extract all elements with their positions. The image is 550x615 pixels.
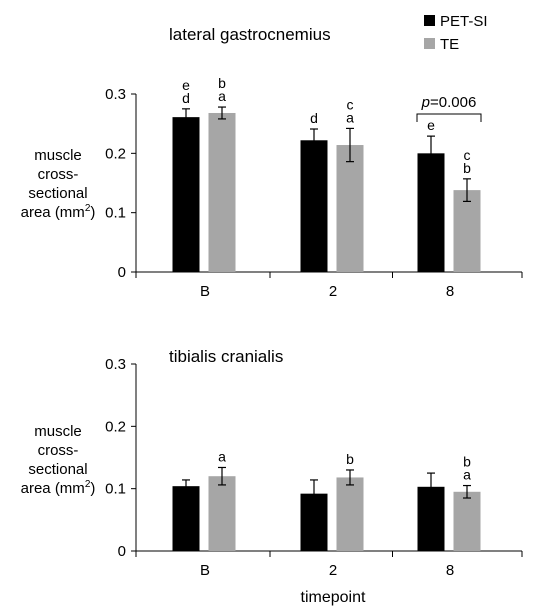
legend-swatch-te: [424, 38, 435, 49]
significance-letter: c: [347, 96, 354, 112]
significance-letter: a: [218, 88, 226, 104]
p-value-symbol: p: [421, 94, 430, 111]
bar-te-8: [453, 190, 481, 272]
bar-te-2: [336, 145, 364, 272]
bar-pet-si-B: [172, 486, 200, 551]
y-axis-label-line: area (mm2): [21, 203, 96, 221]
significance-letter: b: [463, 454, 471, 470]
bar-pet-si-B: [172, 117, 200, 272]
significance-letter: a: [463, 467, 471, 483]
significance-letter: b: [218, 75, 226, 91]
bar-te-8: [453, 491, 481, 551]
x-tick-label: 8: [446, 562, 454, 579]
y-axis-label-line: muscle: [34, 147, 82, 164]
chart-title: tibialis cranialis: [169, 347, 283, 366]
chart-title: lateral gastrocnemius: [169, 25, 331, 44]
y-tick-label: 0.3: [105, 356, 126, 373]
significance-letter: d: [182, 90, 190, 106]
y-axis-label-superscript: 2: [85, 479, 91, 490]
y-axis-label-close: ): [90, 204, 95, 221]
y-axis-label-line: muscle: [34, 423, 82, 440]
significance-bracket: [416, 113, 482, 122]
significance-letter: d: [310, 110, 318, 126]
bar-pet-si-2: [300, 140, 328, 272]
bar-te-2: [336, 477, 364, 551]
y-axis-label-superscript: 2: [85, 203, 91, 214]
y-tick-label: 0.2: [105, 418, 126, 435]
x-tick-label: B: [200, 562, 210, 579]
y-axis-label-line: area (mm2): [21, 479, 96, 497]
y-axis-label-line: sectional: [28, 185, 87, 202]
y-axis-label-line: cross-: [38, 166, 79, 183]
significance-letter: a: [218, 448, 226, 464]
significance-letter: b: [463, 160, 471, 176]
significance-letter: b: [346, 451, 354, 467]
y-axis-label-line: cross-: [38, 442, 79, 459]
bar-te-B: [208, 476, 236, 551]
y-axis-label-unit: area (mm: [21, 204, 85, 221]
x-tick-label: 8: [446, 283, 454, 300]
x-tick-label: 2: [329, 562, 337, 579]
y-tick-label: 0.1: [105, 481, 126, 498]
x-axis-label: timepoint: [301, 589, 366, 606]
legend-label: PET-SI: [440, 13, 488, 30]
y-tick-label: 0: [118, 264, 126, 281]
y-axis-label-unit: area (mm: [21, 480, 85, 497]
significance-letter: e: [182, 77, 190, 93]
y-axis-label-close: ): [90, 480, 95, 497]
y-tick-label: 0.2: [105, 145, 126, 162]
y-tick-label: 0.1: [105, 205, 126, 222]
legend-swatch-pet-si: [424, 15, 435, 26]
bar-te-B: [208, 112, 236, 272]
y-axis-label-line: sectional: [28, 461, 87, 478]
p-value-text: =0.006: [430, 94, 476, 111]
legend-label: TE: [440, 36, 459, 53]
significance-letter: e: [427, 117, 435, 133]
significance-letter: c: [464, 147, 471, 163]
bar-pet-si-8: [417, 153, 445, 272]
y-tick-label: 0: [118, 543, 126, 560]
x-tick-label: B: [200, 283, 210, 300]
y-tick-label: 0.3: [105, 86, 126, 103]
x-tick-label: 2: [329, 283, 337, 300]
p-value-annotation: p=0.006: [421, 94, 477, 111]
significance-letter: a: [346, 109, 354, 125]
